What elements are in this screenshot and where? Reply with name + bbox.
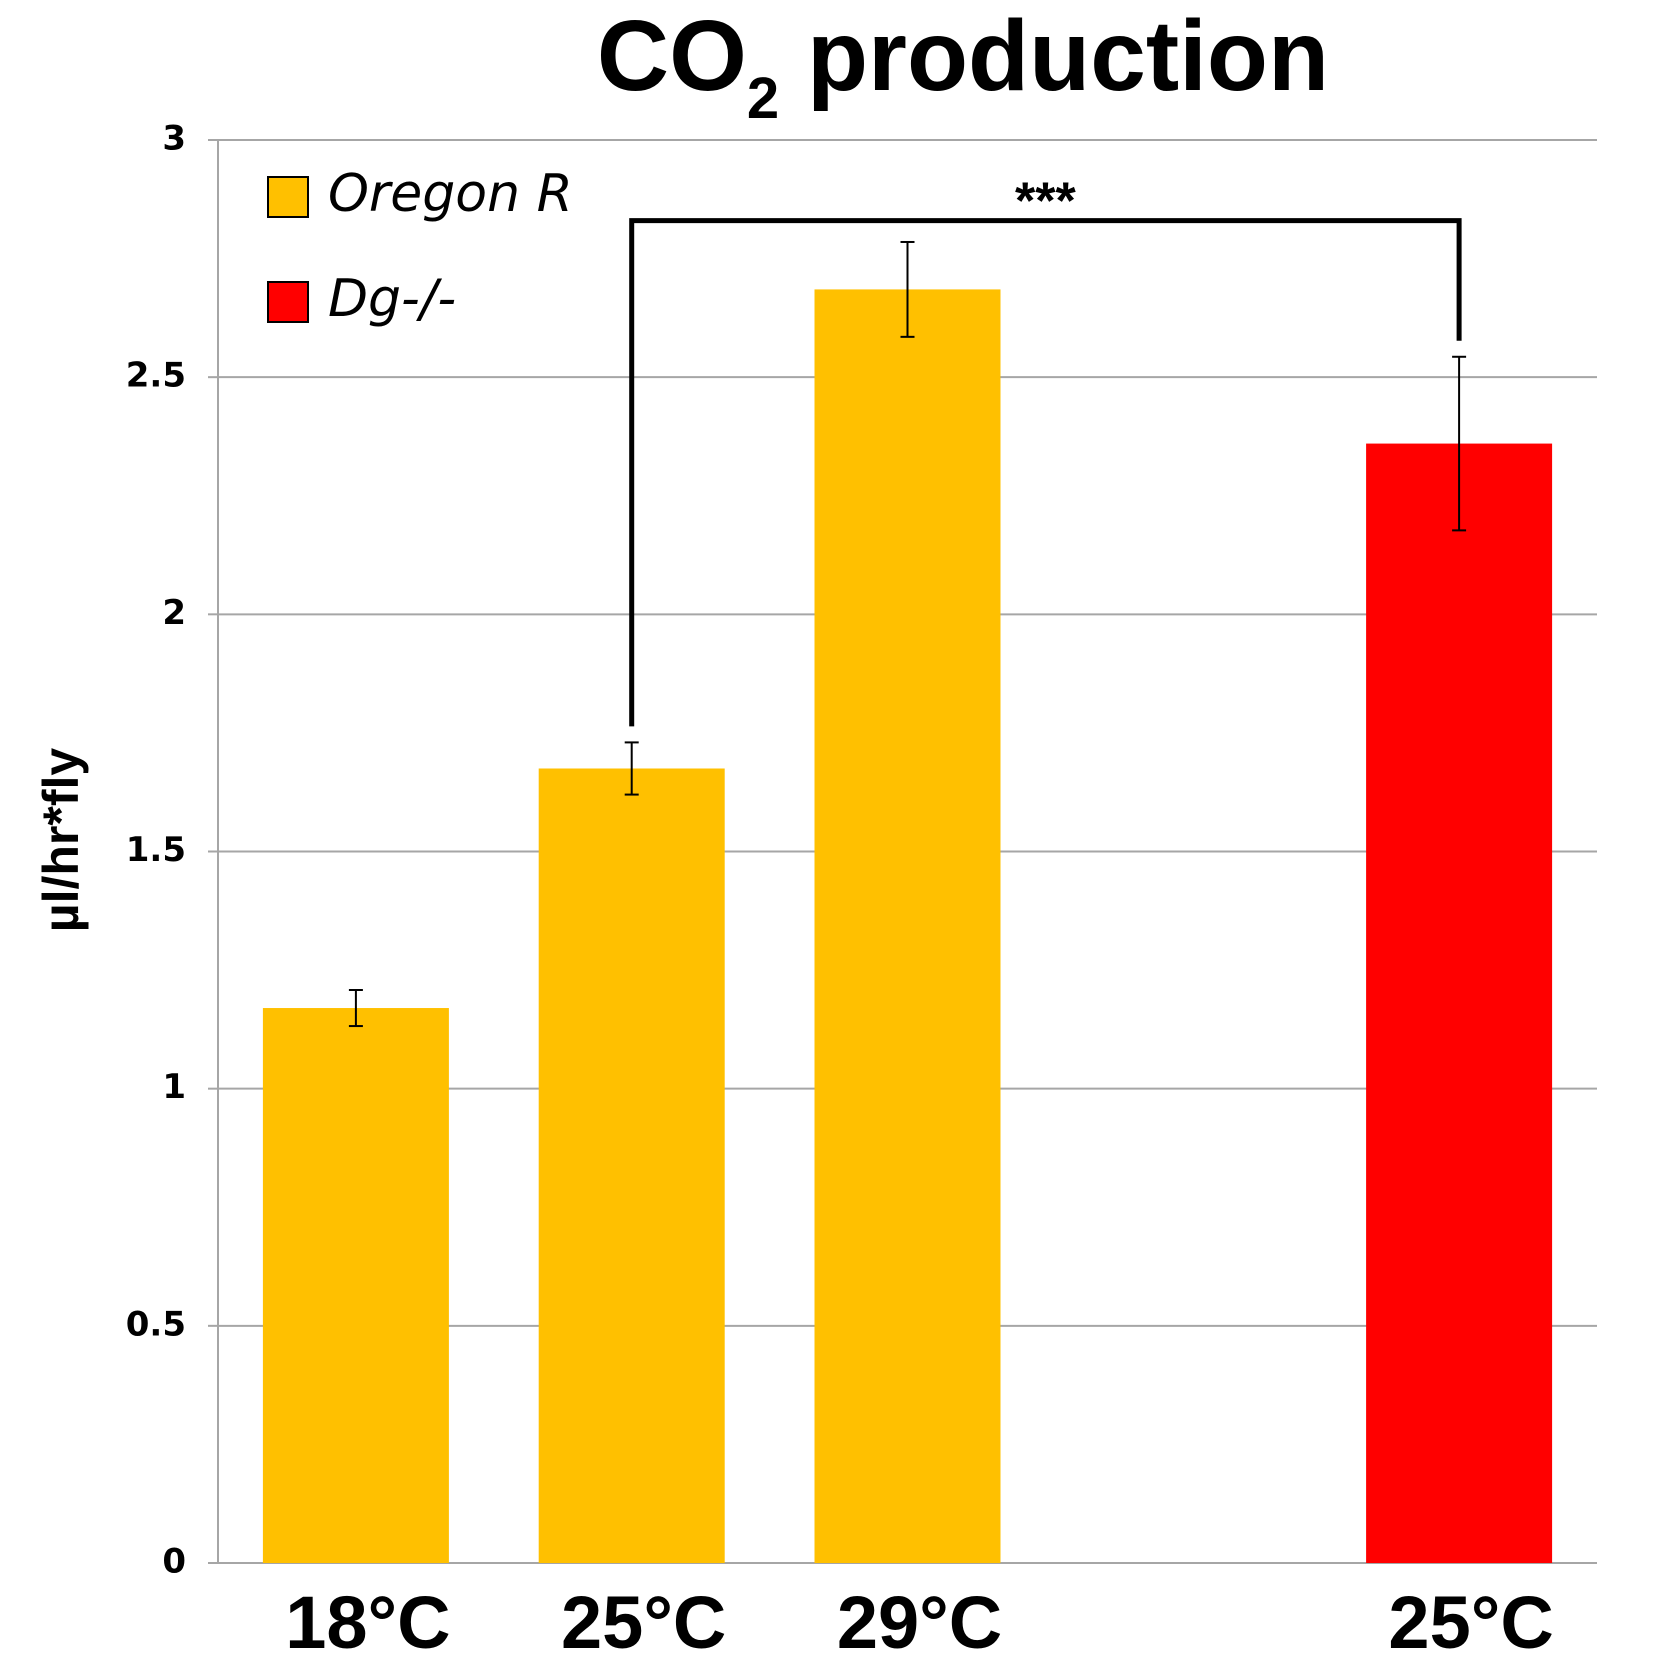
y-axis-label: µl/hr*fly	[33, 748, 89, 933]
chart-title: CO2 production	[597, 0, 1329, 131]
bar-3	[1366, 443, 1553, 1563]
legend: Oregon R Dg-/-	[267, 164, 573, 329]
y-tick-label-4: 2	[162, 593, 186, 633]
legend-label-1: Dg-/-	[328, 269, 456, 329]
significance-line	[629, 218, 1462, 727]
y-tick-label-5: 2.5	[126, 356, 186, 396]
legend-swatch-1	[267, 281, 309, 323]
y-axis: 0 0.5 1 1.5 2 2.5 3	[126, 119, 1597, 1582]
chart-title-subscript: 2	[747, 66, 779, 131]
significance-label: ***	[1015, 173, 1076, 231]
y-tick-label-6: 3	[162, 119, 186, 159]
bar-0	[262, 1008, 449, 1563]
x-tick-label-3: 25°C	[1388, 1581, 1553, 1664]
bar-2	[814, 289, 1001, 1563]
error-bars	[348, 240, 1467, 1028]
legend-label-0: Oregon R	[328, 164, 573, 224]
x-tick-label-0: 18°C	[285, 1581, 450, 1664]
bars	[262, 289, 1553, 1563]
chart-title-main: CO	[597, 0, 747, 112]
y-tick-label-0: 0	[162, 1542, 186, 1582]
bar-1	[538, 768, 725, 1563]
y-tick-label-2: 1	[162, 1067, 186, 1107]
chart-title-suffix: production	[779, 0, 1329, 112]
y-tick-label-3: 1.5	[126, 830, 186, 870]
y-tick-label-1: 0.5	[126, 1304, 186, 1344]
significance-bracket: ***	[629, 173, 1462, 727]
x-tick-label-1: 25°C	[561, 1581, 726, 1664]
x-tick-label-2: 29°C	[837, 1581, 1002, 1664]
legend-swatch-0	[267, 176, 309, 218]
x-axis-labels: 18°C 25°C 29°C 25°C	[285, 1581, 1554, 1664]
